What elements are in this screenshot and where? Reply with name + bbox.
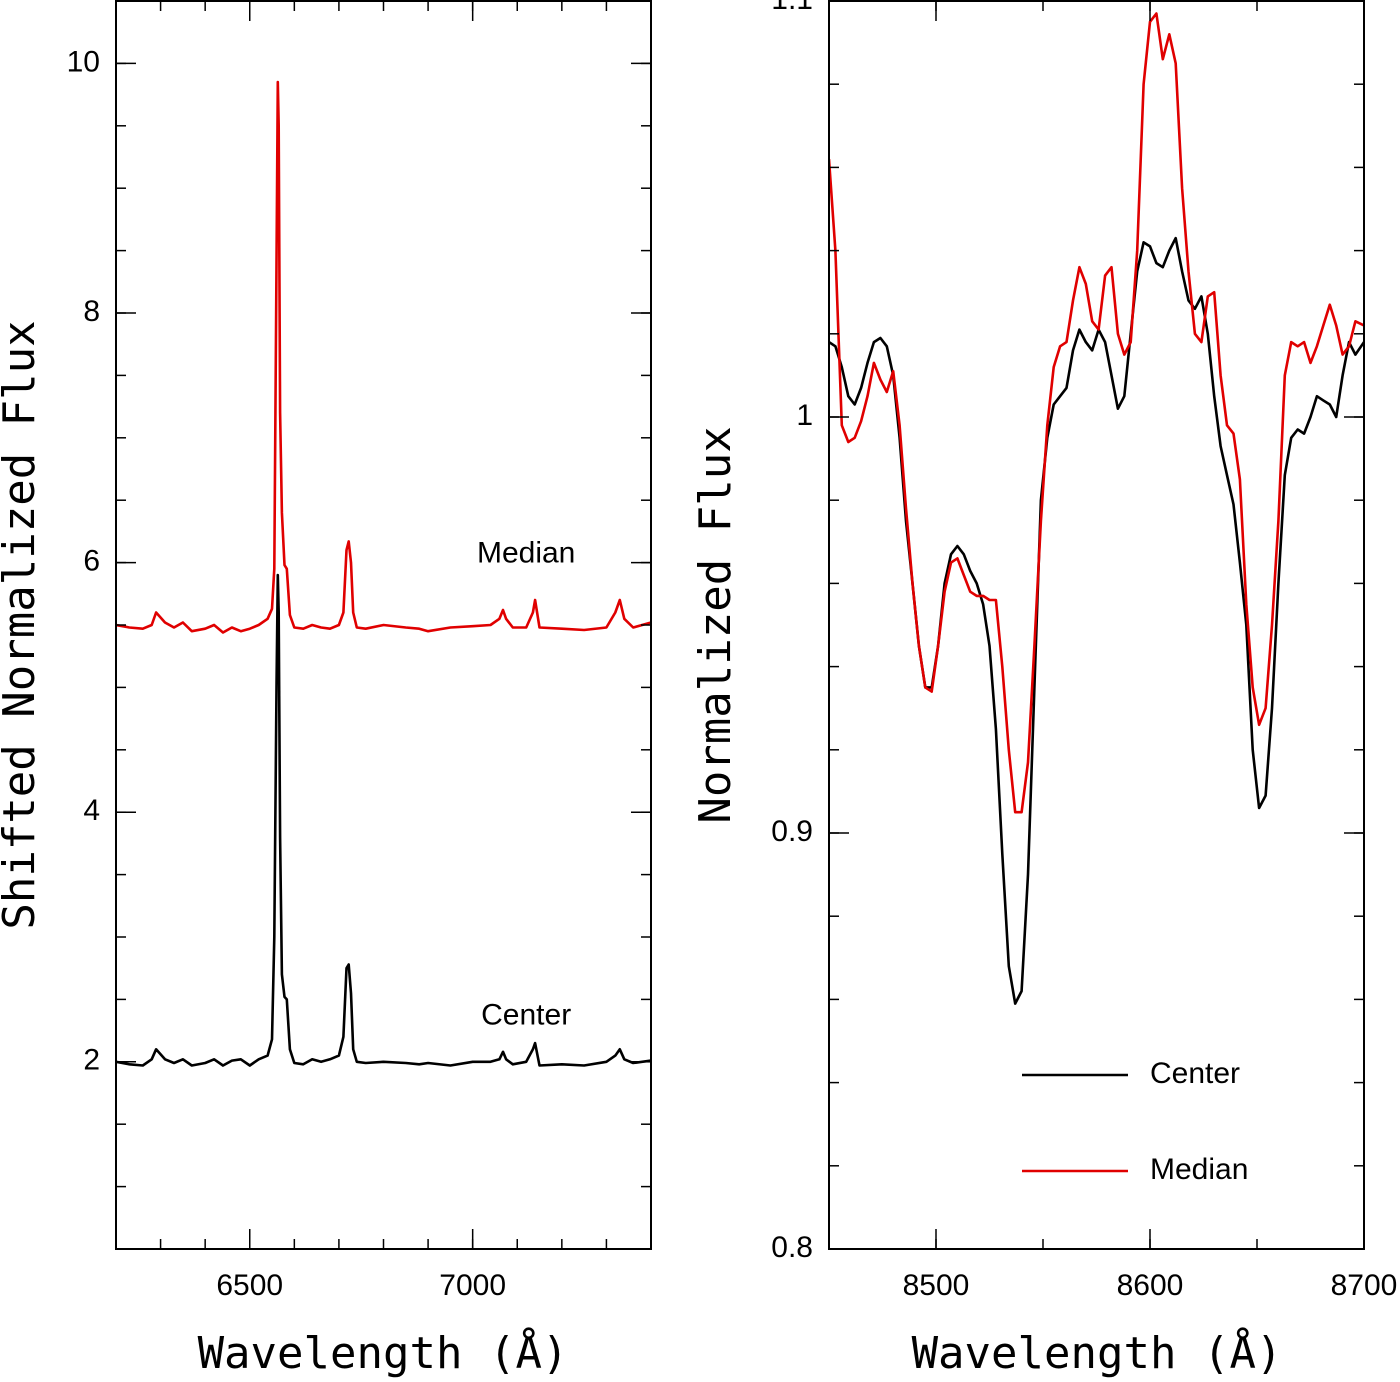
legend-label-center: Center xyxy=(1150,1057,1240,1090)
left-plot-area: Median Center xyxy=(116,80,651,1067)
left-y-tick-label: 8 xyxy=(83,295,100,328)
right-series-median xyxy=(829,12,1364,814)
left-x-axis-title: Wavelength (Å) xyxy=(198,1326,569,1379)
right-x-tick-label: 8500 xyxy=(903,1269,970,1302)
left-x-tick-label: 6500 xyxy=(216,1269,283,1302)
right-plot-frame xyxy=(828,0,1365,1250)
right-panel: 8500 8600 8700 0.8 0.9 1 1.1 Wavelength (Å) No… xyxy=(690,0,1397,1379)
left-axis-ticks: 6500 7000 2 4 6 8 10 xyxy=(67,0,652,1302)
left-x-tick-label: 7000 xyxy=(439,1269,506,1302)
right-x-tick-label: 8700 xyxy=(1331,1269,1398,1302)
right-y-tick-label: 0.8 xyxy=(771,1231,813,1264)
right-axis-ticks: 8500 8600 8700 0.8 0.9 1 1.1 xyxy=(771,0,1397,1302)
right-y-axis-title: Normalized Flux xyxy=(690,426,741,823)
right-plot-area xyxy=(829,12,1364,1005)
right-y-tick-label: 1.1 xyxy=(771,0,813,16)
right-x-tick-label: 8600 xyxy=(1117,1269,1184,1302)
legend: Center Median xyxy=(1022,1057,1248,1186)
left-y-tick-label: 6 xyxy=(83,545,100,578)
left-y-axis-title: Shifted Normalized Flux xyxy=(0,320,45,929)
left-annotation-center: Center xyxy=(481,998,571,1031)
right-x-axis-title: Wavelength (Å) xyxy=(912,1326,1283,1379)
right-y-tick-label: 1 xyxy=(796,399,813,432)
legend-label-median: Median xyxy=(1150,1153,1248,1186)
left-y-tick-label: 4 xyxy=(83,794,100,827)
left-y-tick-label: 2 xyxy=(83,1044,100,1077)
right-series-center xyxy=(829,236,1364,1005)
left-annotation-median: Median xyxy=(477,537,575,570)
left-y-tick-label: 10 xyxy=(67,45,100,78)
left-series-center xyxy=(116,573,651,1067)
left-panel: Median Center 6500 7000 2 4 6 8 10 Wavelength (… xyxy=(0,0,652,1379)
left-series-median xyxy=(116,80,651,634)
right-y-tick-label: 0.9 xyxy=(771,815,813,848)
